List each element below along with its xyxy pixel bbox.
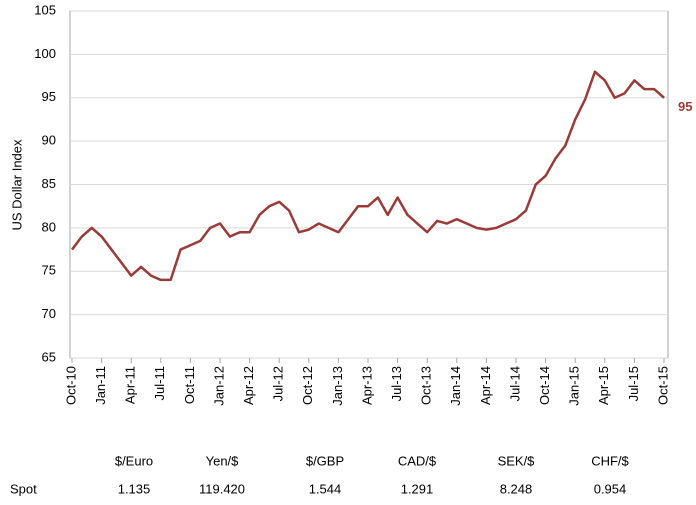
x-tick-label: Jul-13 xyxy=(389,366,404,401)
x-tick-label: Jul-14 xyxy=(507,366,522,401)
y-tick-label: 95 xyxy=(42,89,56,104)
x-tick-label: Jan-13 xyxy=(330,366,345,406)
y-tick-label: 90 xyxy=(42,133,56,148)
table-header: Yen/$ xyxy=(206,453,240,468)
x-tick-label: Oct-12 xyxy=(300,366,315,405)
table-header: $/GBP xyxy=(306,453,344,468)
x-tick-label: Oct-11 xyxy=(182,366,197,404)
y-tick-label: 75 xyxy=(42,263,56,278)
x-tick-label: Jan-12 xyxy=(211,366,226,406)
x-tick-label: Oct-13 xyxy=(419,366,434,405)
table-cell: 119.420 xyxy=(199,481,245,496)
table-cell: 1.291 xyxy=(401,481,434,496)
x-tick-label: Apr-12 xyxy=(241,366,256,405)
x-tick-label: Apr-13 xyxy=(359,366,374,405)
x-tick-label: Apr-11 xyxy=(123,366,138,404)
x-tick-label: Jul-12 xyxy=(271,366,286,401)
x-tick-label: Apr-15 xyxy=(596,366,611,405)
table-header: SEK/$ xyxy=(498,453,536,468)
table-header: $/Euro xyxy=(115,453,153,468)
table-cell: 1.544 xyxy=(309,481,342,496)
row-label: Spot xyxy=(10,481,37,496)
table-header: CHF/$ xyxy=(591,453,629,468)
x-tick-label: Jul-11 xyxy=(152,366,167,400)
x-tick-label: Oct-15 xyxy=(655,366,670,405)
x-tick-label: Jul-15 xyxy=(626,366,641,401)
x-tick-label: Oct-10 xyxy=(63,366,78,405)
table-cell: 0.954 xyxy=(594,481,627,496)
y-tick-label: 85 xyxy=(42,176,56,191)
y-tick-label: 65 xyxy=(42,349,56,364)
y-tick-label: 105 xyxy=(34,2,56,17)
x-tick-label: Jan-15 xyxy=(567,366,582,406)
data-line xyxy=(71,70,665,282)
table-header: CAD/$ xyxy=(398,453,437,468)
y-tick-label: 80 xyxy=(42,219,56,234)
x-tick-label: Jan-11 xyxy=(93,366,108,405)
x-tick-label: Apr-14 xyxy=(478,366,493,405)
y-axis-title: US Dollar Index xyxy=(9,139,24,231)
x-tick-label: Jan-14 xyxy=(448,366,463,406)
table-cell: 1.135 xyxy=(118,481,151,496)
y-tick-label: 70 xyxy=(42,306,56,321)
x-tick-label: Oct-14 xyxy=(537,366,552,405)
end-label: 95 xyxy=(678,99,692,114)
table-cell: 8.248 xyxy=(500,481,533,496)
y-tick-label: 100 xyxy=(34,46,56,61)
